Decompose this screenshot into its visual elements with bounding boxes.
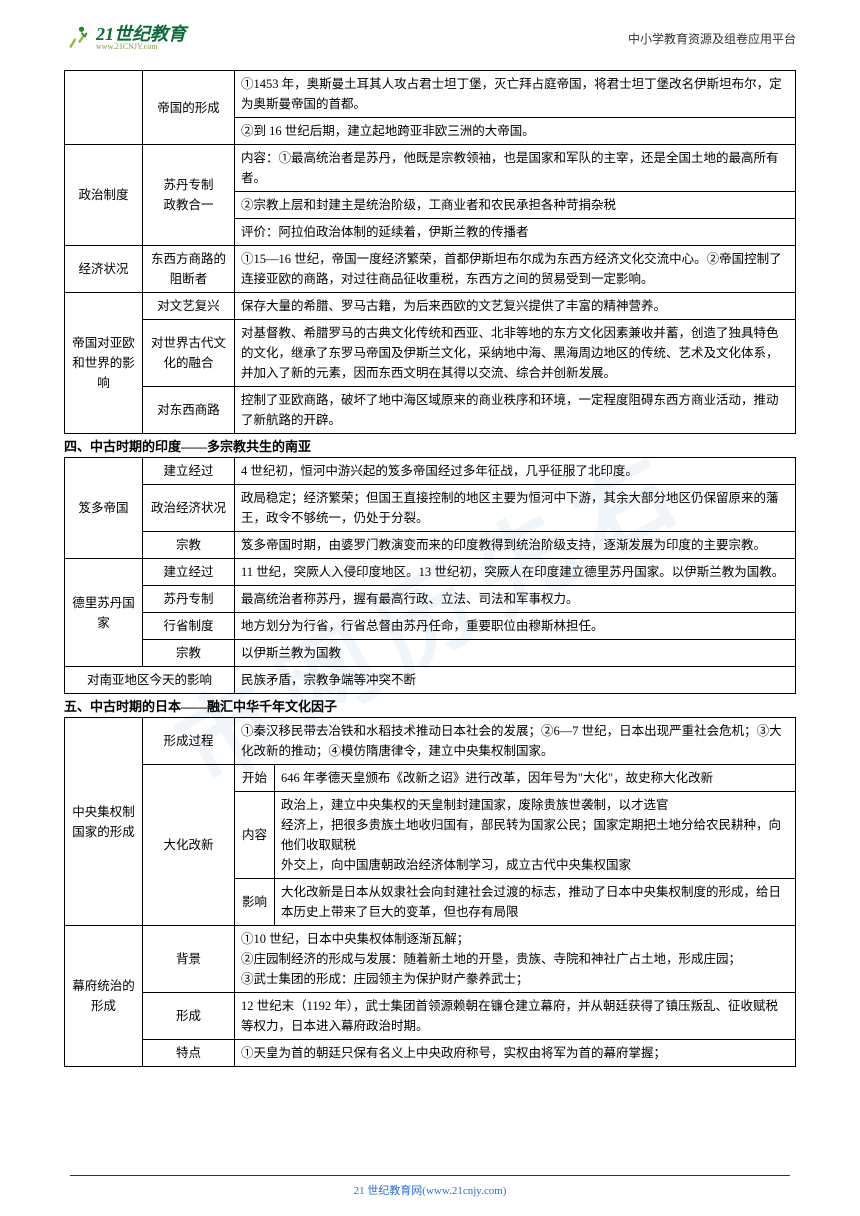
table-row: 中央集权制国家的形成 形成过程 ①秦汉移民带去冶铁和水稻技术推动日本社会的发展；… [65, 718, 796, 765]
cell-sub: 政治经济状况 [143, 485, 235, 532]
cell-sub: 苏丹专制 政教合一 [143, 145, 235, 246]
section-4-heading: 四、中古时期的印度——多宗教共生的南亚 [64, 436, 796, 455]
table-row: 德里苏丹国家 建立经过 11 世纪，突厥人入侵印度地区。13 世纪初，突厥人在印… [65, 559, 796, 586]
table-india: 笈多帝国 建立经过 4 世纪初，恒河中游兴起的笈多帝国经过多年征战，几乎征服了北… [64, 457, 796, 694]
cell-cat: 德里苏丹国家 [65, 559, 143, 667]
cell-sub: 大化改新 [143, 765, 235, 926]
cell-subsub: 开始 [235, 765, 275, 792]
cell-cat: 中央集权制国家的形成 [65, 718, 143, 926]
cell-content: ①1453 年，奥斯曼土耳其人攻占君士坦丁堡，灭亡拜占庭帝国，将君士坦丁堡改名伊… [235, 71, 796, 118]
logo-main: 21世纪教育 [96, 25, 186, 43]
table-row: 经济状况 东西方商路的阻断者 ①15—16 世纪，帝国一度经济繁荣，首都伊斯坦布… [65, 246, 796, 293]
cell-content: 以伊斯兰教为国教 [235, 640, 796, 667]
table-row: 特点 ①天皇为首的朝廷只保有名义上中央政府称号，实权由将军为首的幕府掌握； [65, 1040, 796, 1067]
cell-sub: 帝国的形成 [143, 71, 235, 145]
footer-divider [70, 1175, 790, 1176]
cell-cat: 帝国对亚欧和世界的影响 [65, 293, 143, 434]
cell-content: 11 世纪，突厥人入侵印度地区。13 世纪初，突厥人在印度建立德里苏丹国家。以伊… [235, 559, 796, 586]
table-row: 笈多帝国 建立经过 4 世纪初，恒河中游兴起的笈多帝国经过多年征战，几乎征服了北… [65, 458, 796, 485]
cell-content: ①15—16 世纪，帝国一度经济繁荣，首都伊斯坦布尔成为东西方经济文化交流中心。… [235, 246, 796, 293]
cell-subsub: 影响 [235, 879, 275, 926]
cell-sub: 形成过程 [143, 718, 235, 765]
cell-content: 控制了亚欧商路，破坏了地中海区域原来的商业秩序和环境，一定程度阻碍东西方商业活动… [235, 387, 796, 434]
document-page: 市网历先右 21世纪教育 www.21CNJY.com 中小学教育资源及组卷应用… [0, 0, 860, 1216]
section-5-heading: 五、中古时期的日本——融汇中华千年文化因子 [64, 696, 796, 715]
cell-cat: 对南亚地区今天的影响 [65, 667, 235, 694]
table-row: 形成 12 世纪末（1192 年），武士集团首领源赖朝在镰仓建立幕府，并从朝廷获… [65, 993, 796, 1040]
cell-subsub: 内容 [235, 792, 275, 879]
page-header: 21世纪教育 www.21CNJY.com 中小学教育资源及组卷应用平台 [64, 24, 796, 52]
cell-sub: 建立经过 [143, 559, 235, 586]
header-right-text: 中小学教育资源及组卷应用平台 [628, 30, 796, 47]
cell-content: ②宗教上层和封建主是统治阶级，工商业者和农民承担各种苛捐杂税 [235, 192, 796, 219]
cell-content: 内容：①最高统治者是苏丹，他既是宗教领袖，也是国家和军队的主宰，还是全国土地的最… [235, 145, 796, 192]
runner-icon [64, 24, 92, 52]
cell-cat: 笈多帝国 [65, 458, 143, 559]
cell-sub: 宗教 [143, 532, 235, 559]
cell-sub: 宗教 [143, 640, 235, 667]
cell-content: 保存大量的希腊、罗马古籍，为后来西欧的文艺复兴提供了丰富的精神营养。 [235, 293, 796, 320]
cell-sub: 对东西商路 [143, 387, 235, 434]
cell-cat [65, 71, 143, 145]
cell-content: 4 世纪初，恒河中游兴起的笈多帝国经过多年征战，几乎征服了北印度。 [235, 458, 796, 485]
cell-content: ①10 世纪，日本中央集权体制逐渐瓦解； ②庄园制经济的形成与发展：随着新土地的… [235, 926, 796, 993]
table-row: 苏丹专制 最高统治者称苏丹，握有最高行政、立法、司法和军事权力。 [65, 586, 796, 613]
table-row: 行省制度 地方划分为行省，行省总督由苏丹任命，重要职位由穆斯林担任。 [65, 613, 796, 640]
footer-text: 21 世纪教育网(www.21cnjy.com) [354, 1185, 507, 1197]
cell-cat: 幕府统治的形成 [65, 926, 143, 1067]
cell-sub: 形成 [143, 993, 235, 1040]
table-japan: 中央集权制国家的形成 形成过程 ①秦汉移民带去冶铁和水稻技术推动日本社会的发展；… [64, 717, 796, 1067]
cell-sub: 苏丹专制 [143, 586, 235, 613]
table-ottoman: 帝国的形成 ①1453 年，奥斯曼土耳其人攻占君士坦丁堡，灭亡拜占庭帝国，将君士… [64, 70, 796, 145]
cell-content: 评价：阿拉伯政治体制的延续着，伊斯兰教的传播者 [235, 219, 796, 246]
cell-content: 对基督教、希腊罗马的古典文化传统和西亚、北非等地的东方文化因素兼收并蓄，创造了独… [235, 320, 796, 387]
cell-content: ①天皇为首的朝廷只保有名义上中央政府称号，实权由将军为首的幕府掌握； [235, 1040, 796, 1067]
cell-cat: 政治制度 [65, 145, 143, 246]
cell-sub: 建立经过 [143, 458, 235, 485]
table-ottoman-2: 政治制度 苏丹专制 政教合一 内容：①最高统治者是苏丹，他既是宗教领袖，也是国家… [64, 144, 796, 434]
cell-content: 政治上，建立中央集权的天皇制封建国家，废除贵族世袭制，以才选官 经济上，把很多贵… [275, 792, 796, 879]
cell-content: 笈多帝国时期，由婆罗门教演变而来的印度教得到统治阶级支持，逐渐发展为印度的主要宗… [235, 532, 796, 559]
cell-content: ①秦汉移民带去冶铁和水稻技术推动日本社会的发展；②6—7 世纪，日本出现严重社会… [235, 718, 796, 765]
cell-sub: 特点 [143, 1040, 235, 1067]
cell-content: 646 年孝德天皇颁布《改新之诏》进行改革，因年号为"大化"，故史称大化改新 [275, 765, 796, 792]
cell-content: 12 世纪末（1192 年），武士集团首领源赖朝在镰仓建立幕府，并从朝廷获得了镇… [235, 993, 796, 1040]
cell-content: 地方划分为行省，行省总督由苏丹任命，重要职位由穆斯林担任。 [235, 613, 796, 640]
page-footer: 21 世纪教育网(www.21cnjy.com) [0, 1175, 860, 1198]
logo-text: 21世纪教育 www.21CNJY.com [96, 25, 186, 51]
cell-sub: 对世界古代文化的融合 [143, 320, 235, 387]
logo: 21世纪教育 www.21CNJY.com [64, 24, 186, 52]
table-row: 幕府统治的形成 背景 ①10 世纪，日本中央集权体制逐渐瓦解； ②庄园制经济的形… [65, 926, 796, 993]
cell-sub: 行省制度 [143, 613, 235, 640]
cell-sub: 对文艺复兴 [143, 293, 235, 320]
table-row: 帝国的形成 ①1453 年，奥斯曼土耳其人攻占君士坦丁堡，灭亡拜占庭帝国，将君士… [65, 71, 796, 118]
table-row: 大化改新 开始 646 年孝德天皇颁布《改新之诏》进行改革，因年号为"大化"，故… [65, 765, 796, 792]
logo-sub: www.21CNJY.com [96, 43, 186, 51]
cell-content: ②到 16 世纪后期，建立起地跨亚非欧三洲的大帝国。 [235, 118, 796, 145]
cell-content: 最高统治者称苏丹，握有最高行政、立法、司法和军事权力。 [235, 586, 796, 613]
table-row: 宗教 笈多帝国时期，由婆罗门教演变而来的印度教得到统治阶级支持，逐渐发展为印度的… [65, 532, 796, 559]
table-row: 对世界古代文化的融合 对基督教、希腊罗马的古典文化传统和西亚、北非等地的东方文化… [65, 320, 796, 387]
cell-content: 民族矛盾，宗教争端等冲突不断 [235, 667, 796, 694]
table-row: 对南亚地区今天的影响 民族矛盾，宗教争端等冲突不断 [65, 667, 796, 694]
table-row: 对东西商路 控制了亚欧商路，破坏了地中海区域原来的商业秩序和环境，一定程度阻碍东… [65, 387, 796, 434]
cell-sub: 背景 [143, 926, 235, 993]
cell-content: 政局稳定；经济繁荣；但国王直接控制的地区主要为恒河中下游，其余大部分地区仍保留原… [235, 485, 796, 532]
table-row: 政治经济状况 政局稳定；经济繁荣；但国王直接控制的地区主要为恒河中下游，其余大部… [65, 485, 796, 532]
cell-content: 大化改新是日本从奴隶社会向封建社会过渡的标志，推动了日本中央集权制度的形成，给日… [275, 879, 796, 926]
cell-cat: 经济状况 [65, 246, 143, 293]
table-row: 政治制度 苏丹专制 政教合一 内容：①最高统治者是苏丹，他既是宗教领袖，也是国家… [65, 145, 796, 192]
table-row: 帝国对亚欧和世界的影响 对文艺复兴 保存大量的希腊、罗马古籍，为后来西欧的文艺复… [65, 293, 796, 320]
cell-sub: 东西方商路的阻断者 [143, 246, 235, 293]
table-row: 宗教 以伊斯兰教为国教 [65, 640, 796, 667]
